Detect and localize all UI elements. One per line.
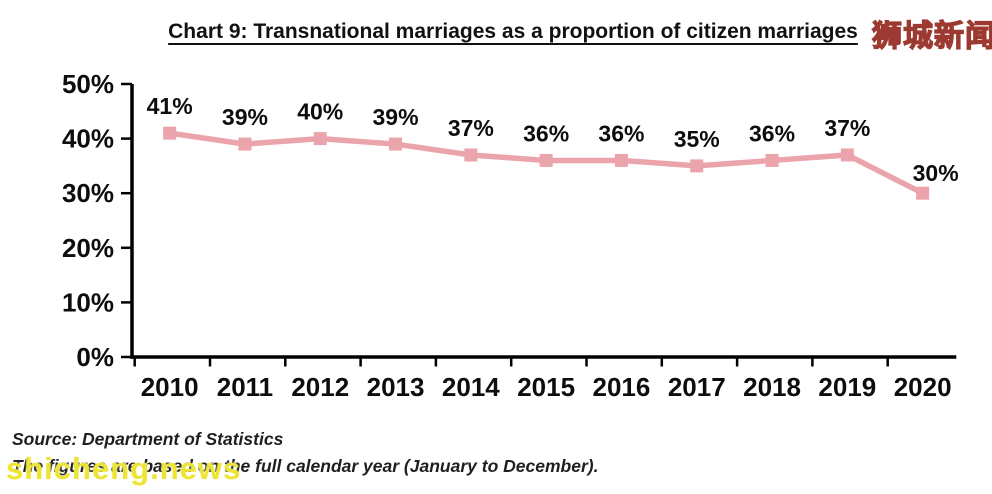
data-point-marker <box>539 153 553 167</box>
data-point-marker <box>313 132 327 146</box>
watermark-top-right: 狮城新闻 <box>871 19 992 53</box>
note-line: The figures are based on the full calend… <box>12 456 599 476</box>
x-axis-label: 2012 <box>291 372 349 402</box>
x-axis-label: 2017 <box>668 372 726 402</box>
data-point-label: 41% <box>147 93 193 119</box>
data-point-label: 40% <box>297 99 343 125</box>
x-axis-label: 2016 <box>593 372 651 402</box>
data-point-label: 39% <box>222 104 268 130</box>
x-axis-label: 2014 <box>442 372 500 402</box>
y-axis-tick-label: 30% <box>62 178 114 208</box>
data-point-marker <box>464 148 478 162</box>
x-axis-label: 2013 <box>367 372 425 402</box>
chart-title: Chart 9: Transnational marriages as a pr… <box>168 20 858 43</box>
x-axis-label: 2020 <box>894 372 952 402</box>
y-axis-tick-label: 0% <box>76 342 114 372</box>
data-point-label: 36% <box>523 120 569 146</box>
data-point-label: 30% <box>913 160 959 186</box>
x-axis-label: 2019 <box>818 372 876 402</box>
data-point-label: 36% <box>598 120 644 146</box>
x-axis-label: 2018 <box>743 372 801 402</box>
x-axis-label: 2010 <box>141 372 199 402</box>
data-point-label: 35% <box>674 126 720 152</box>
y-axis-tick-label: 10% <box>62 287 114 317</box>
data-point-marker <box>163 126 177 140</box>
x-axis-label: 2011 <box>217 372 273 402</box>
y-axis-tick-label: 40% <box>62 124 114 154</box>
data-point-marker <box>840 148 854 162</box>
data-point-marker <box>765 153 779 167</box>
data-point-marker <box>690 159 704 173</box>
y-axis-tick-label: 20% <box>62 233 114 263</box>
data-point-marker <box>389 137 403 151</box>
watermark-bottom-left: shicheng.news <box>6 451 242 486</box>
data-point-marker <box>614 153 628 167</box>
data-point-label: 36% <box>749 120 795 146</box>
data-point-marker <box>238 137 252 151</box>
data-point-label: 39% <box>373 104 419 130</box>
data-point-marker <box>916 186 930 200</box>
source-line: Source: Department of Statistics <box>12 429 284 449</box>
x-axis-label: 2015 <box>517 372 575 402</box>
data-point-label: 37% <box>824 115 870 141</box>
data-point-label: 37% <box>448 115 494 141</box>
title-row: Chart 9: Transnational marriages as a pr… <box>0 20 992 44</box>
y-axis-tick-label: 50% <box>62 69 114 99</box>
